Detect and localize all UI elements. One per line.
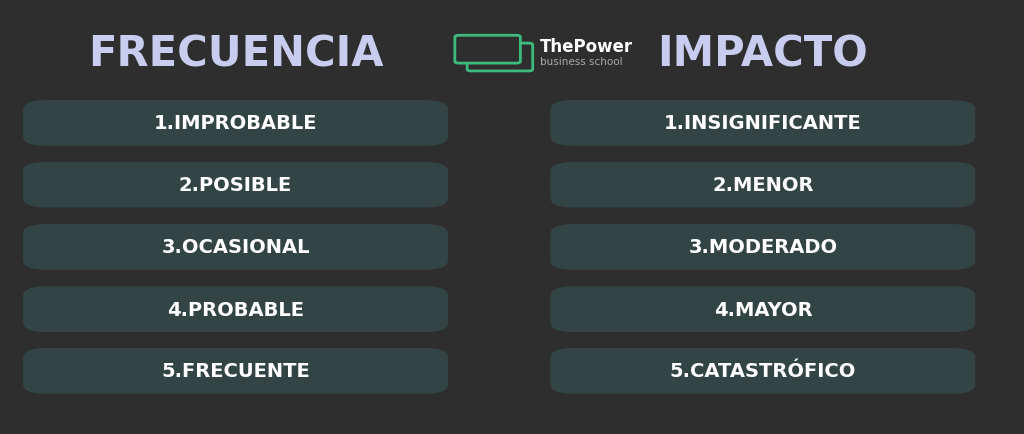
FancyBboxPatch shape (455, 36, 520, 64)
Text: 5.CATASTRÓFICO: 5.CATASTRÓFICO (670, 362, 856, 381)
Text: 4.PROBABLE: 4.PROBABLE (167, 300, 304, 319)
Text: IMPACTO: IMPACTO (657, 33, 868, 75)
Text: 2.POSIBLE: 2.POSIBLE (179, 176, 292, 195)
Text: 3.OCASIONAL: 3.OCASIONAL (161, 238, 310, 257)
FancyBboxPatch shape (24, 348, 449, 394)
FancyBboxPatch shape (551, 225, 975, 270)
FancyBboxPatch shape (24, 101, 449, 147)
Text: 1.INSIGNIFICANTE: 1.INSIGNIFICANTE (664, 114, 862, 133)
Text: FRECUENCIA: FRECUENCIA (88, 33, 383, 75)
FancyBboxPatch shape (24, 225, 449, 270)
Text: ThePower: ThePower (540, 37, 633, 56)
FancyBboxPatch shape (24, 163, 449, 208)
FancyBboxPatch shape (551, 286, 975, 332)
Text: 4.MAYOR: 4.MAYOR (714, 300, 812, 319)
Text: 2.MENOR: 2.MENOR (712, 176, 814, 195)
Text: 3.MODERADO: 3.MODERADO (688, 238, 838, 257)
Text: 5.FRECUENTE: 5.FRECUENTE (161, 362, 310, 381)
Text: 1.IMPROBABLE: 1.IMPROBABLE (154, 114, 317, 133)
FancyBboxPatch shape (551, 101, 975, 147)
FancyBboxPatch shape (551, 348, 975, 394)
FancyBboxPatch shape (24, 286, 449, 332)
Text: business school: business school (540, 57, 623, 67)
FancyBboxPatch shape (551, 163, 975, 208)
